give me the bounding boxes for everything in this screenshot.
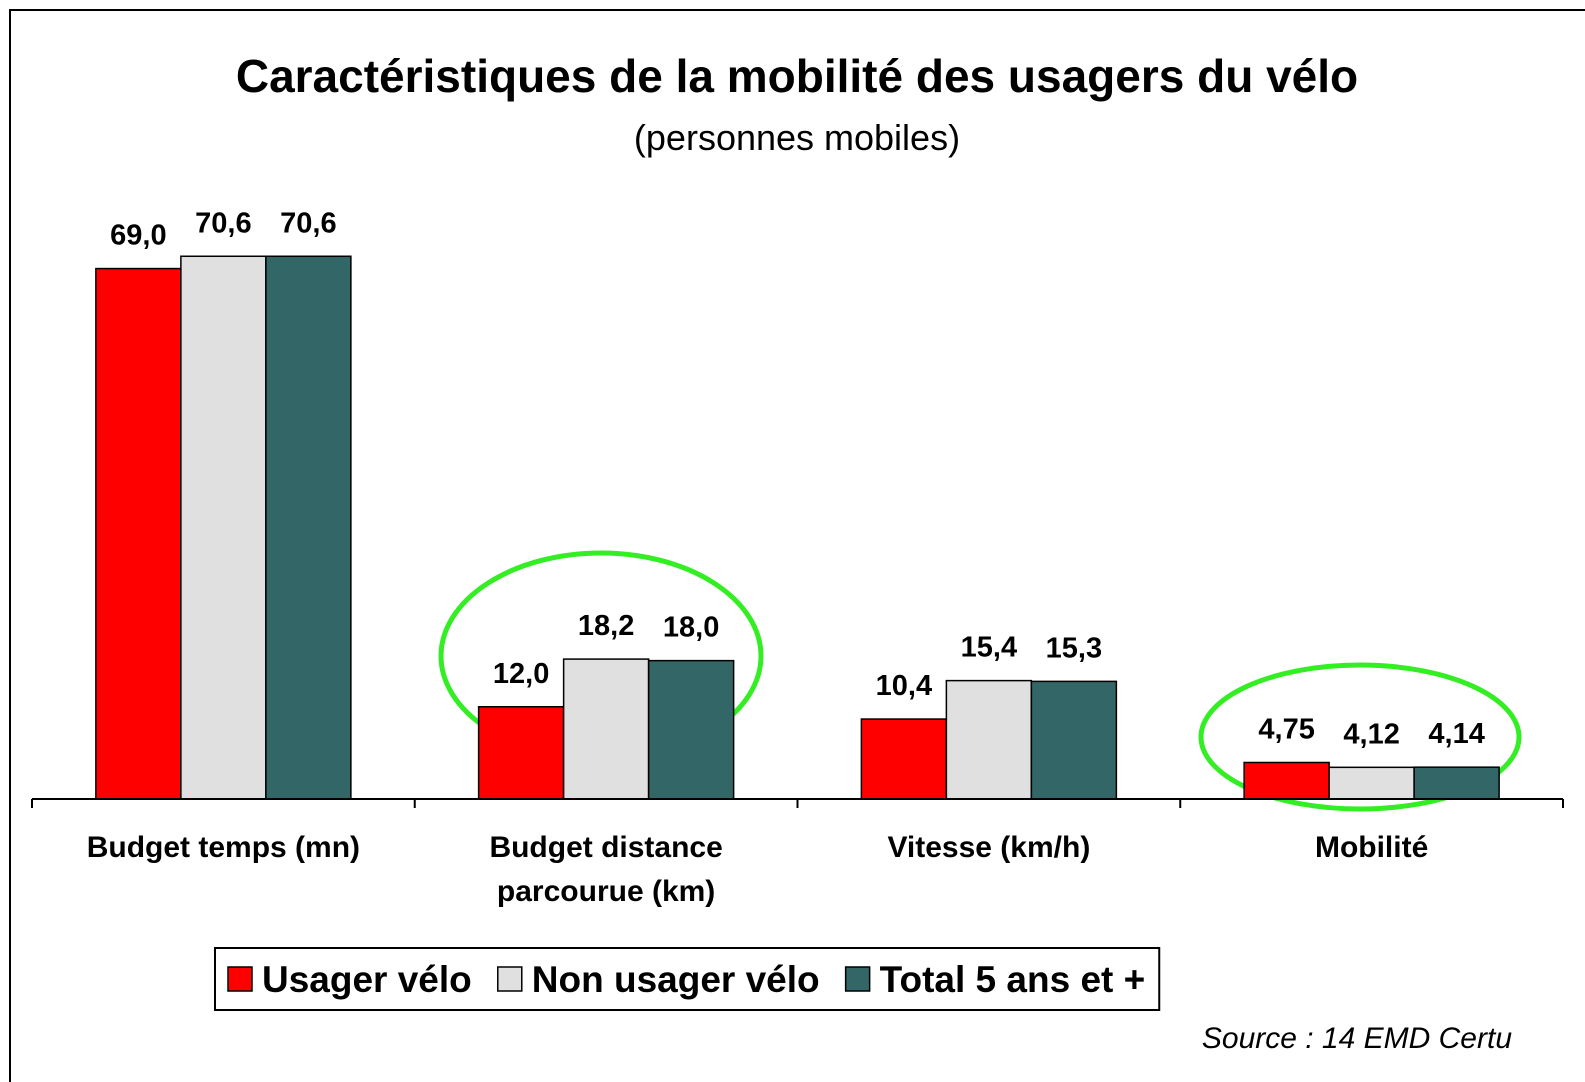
bar <box>860 718 948 800</box>
data-label: 4,14 <box>1428 718 1484 750</box>
source-note: Source : 14 EMD Certu <box>1202 1022 1512 1055</box>
x-tick-label: Budget distance parcourue (km) <box>489 831 723 908</box>
data-label: 4,12 <box>1343 718 1399 750</box>
data-label: 10,4 <box>876 670 932 702</box>
bar <box>1030 680 1118 800</box>
chart-title: Caractéristiques de la mobilité des usag… <box>236 50 1358 102</box>
bar <box>1243 761 1330 800</box>
highlight-ellipse <box>1198 662 1522 812</box>
frame <box>9 9 1585 1082</box>
legend-label: Total 5 ans et + <box>880 959 1146 1000</box>
bar <box>477 706 565 800</box>
legend-swatch <box>497 966 523 992</box>
bar <box>95 267 182 800</box>
data-label: 70,6 <box>195 207 251 239</box>
x-tick-label: Vitesse (km/h) <box>887 831 1091 864</box>
legend-swatch <box>227 966 253 992</box>
chart-subtitle: (personnes mobiles) <box>634 117 960 158</box>
legend-label: Non usager vélo <box>532 959 820 1000</box>
bar <box>945 679 1033 800</box>
legend-swatch <box>844 966 871 992</box>
data-label: 12,0 <box>493 658 549 690</box>
data-label: 15,4 <box>961 632 1017 664</box>
bar <box>1413 766 1500 800</box>
bar <box>647 659 735 800</box>
data-label: 4,75 <box>1258 713 1314 745</box>
bar <box>562 658 650 800</box>
data-label: 69,0 <box>110 220 166 252</box>
x-tick-label: Budget temps (mn) <box>86 831 361 864</box>
legend-box <box>214 947 1161 1011</box>
legend-label: Usager vélo <box>262 959 472 1000</box>
bar <box>180 255 267 800</box>
data-label: 18,0 <box>663 612 719 644</box>
data-label: 70,6 <box>280 207 336 239</box>
data-label: 18,2 <box>578 610 634 642</box>
bar <box>265 255 352 800</box>
x-tick-label: Mobilité <box>1314 831 1429 864</box>
bar <box>1328 766 1415 800</box>
data-label: 15,3 <box>1046 632 1102 664</box>
